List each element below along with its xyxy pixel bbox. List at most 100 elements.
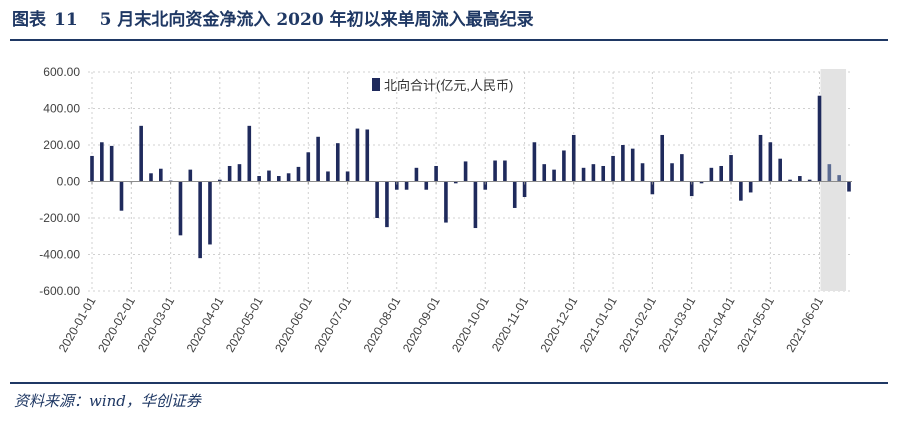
bar [503,160,507,182]
bar [739,181,743,201]
bar [375,181,379,218]
bar [149,173,153,182]
bar [100,142,104,182]
bar [827,164,832,182]
source-note: 资料来源：wind，华创证券 [14,392,201,410]
bar [807,179,812,182]
y-tick-label: -400.00 [39,248,80,262]
bar [522,181,527,198]
bar [385,181,389,228]
y-tick-label: 600.00 [43,65,80,79]
bar-chart: 600.00 400.00 200.00 0.00 -200.00 -400.00 -600… [39,65,852,355]
figure-number: 11 [54,10,78,30]
x-tick-label: 2020-04-01 [184,294,227,354]
bar [453,181,458,184]
bar [630,148,635,182]
legend-swatch [372,78,380,91]
bar [257,176,261,182]
bar [473,181,478,229]
figure-title-text: 5 月末北向资金净流入 2020 年初以来单周流入最高纪录 [99,10,534,30]
bar [650,181,655,195]
bar [394,181,399,190]
bar [768,142,773,182]
bar [463,161,468,182]
bar [542,164,547,182]
bar [581,167,586,182]
x-tick-label: 2020-11-01 [489,294,532,354]
footer-divider [10,382,888,384]
bar [758,134,763,182]
x-tick-label: 2020-02-01 [95,294,138,354]
x-tick-label: 2021-01-01 [577,294,620,354]
x-tick-label: 2020-03-01 [134,294,177,354]
y-tick-label: -600.00 [39,284,80,298]
x-tick-label: 2021-06-01 [783,294,826,354]
bar [365,129,370,182]
bar [611,155,615,182]
bar [247,125,252,182]
y-tick-label: 400.00 [43,102,80,116]
x-tick-label: 2021-03-01 [655,294,698,354]
bar [709,167,714,182]
bar [414,167,419,182]
bar [119,181,124,211]
bar [552,169,556,182]
bar [286,173,291,182]
bar [817,95,822,182]
bar [719,165,723,182]
bar [316,136,320,182]
bar [512,181,517,208]
bar [798,176,802,182]
title-divider [10,39,888,41]
bar [748,181,753,193]
bar [621,145,625,182]
bar [208,181,212,245]
bar [444,181,448,223]
bar [159,168,163,182]
bar [670,163,674,182]
bar [571,134,576,182]
x-tick-label: 2020-09-01 [400,294,443,354]
bar [788,179,792,182]
bar [355,128,360,182]
x-tick-label: 2021-02-01 [616,294,659,354]
highlight-band-layer [820,69,847,291]
x-tick-label: 2020-07-01 [311,294,354,354]
legend-label: 北向合计(亿元,人民币) [384,78,513,93]
bars [90,95,851,259]
bar [660,134,665,182]
bar [178,181,183,236]
bar [227,165,232,182]
x-tick-label: 2020-08-01 [361,294,404,354]
bar [729,155,733,182]
bar [562,150,566,182]
figure-title: 图表 11 5 月末北向资金净流入 2020 年初以来单周流入最高纪录 [12,6,534,34]
x-tick-label: 2020-12-01 [538,294,581,354]
bar [689,181,694,197]
bar [532,142,537,182]
bar [493,160,497,182]
bar [640,163,645,182]
bar [591,164,596,182]
bar [434,165,438,182]
x-tick-label: 2020-06-01 [272,294,315,354]
x-tick-label: 2021-05-01 [734,294,777,354]
bar [109,145,114,182]
gridlines [88,71,852,292]
bar [267,170,271,182]
bar [296,166,301,182]
bar [601,165,606,182]
highlight-band [820,69,847,291]
x-tick-label: 2020-05-01 [223,294,266,354]
bar [198,181,202,259]
y-tick-label: 0.00 [57,175,81,189]
bar [237,164,242,182]
figure-label: 图表 [12,10,46,30]
bar [188,169,193,182]
bar [404,181,409,190]
bar [306,152,311,182]
bar [847,181,851,192]
bar [345,171,350,182]
bar [778,158,782,182]
bar [90,155,94,182]
